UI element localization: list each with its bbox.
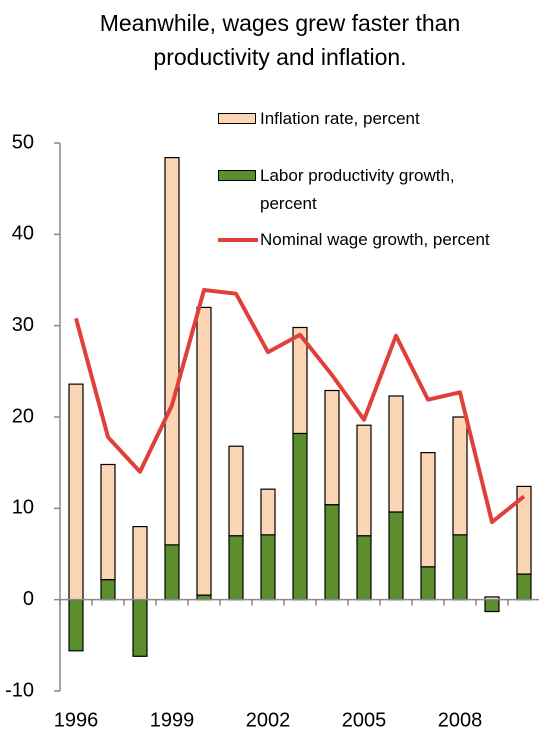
bar <box>68 383 84 601</box>
y-tick-label: 10 <box>12 497 34 519</box>
bar <box>260 534 276 601</box>
legend-item: Labor productivity growth, percent <box>218 162 500 218</box>
bar <box>516 573 532 601</box>
legend-item: Nominal wage growth, percent <box>218 226 500 254</box>
x-tick-label: 2002 <box>246 709 291 731</box>
x-tick-label: 1996 <box>54 709 99 731</box>
bar <box>164 544 180 601</box>
bar <box>420 566 436 601</box>
bar <box>388 395 404 513</box>
legend-swatch <box>218 238 258 242</box>
bar <box>452 534 468 601</box>
bar <box>100 463 116 581</box>
x-tick-label: 2005 <box>342 709 387 731</box>
x-tick-label: 2008 <box>438 709 483 731</box>
bar <box>100 578 116 601</box>
bar <box>228 535 244 601</box>
legend-label: Labor productivity growth, percent <box>260 166 455 213</box>
bar <box>388 511 404 601</box>
line <box>74 288 526 525</box>
bar <box>484 599 500 613</box>
bar <box>356 424 372 537</box>
y-tick-label: -10 <box>5 679 34 701</box>
bar <box>292 432 308 601</box>
bar <box>132 525 148 601</box>
bar <box>196 306 212 596</box>
bar <box>68 599 84 652</box>
chart-title: Meanwhile, wages grew faster than produc… <box>99 10 461 70</box>
bar <box>420 452 436 568</box>
y-tick-label: 0 <box>23 588 34 610</box>
legend-swatch <box>218 170 256 181</box>
bar <box>164 157 180 546</box>
bar <box>260 488 276 536</box>
legend-item: Inflation rate, percent <box>218 105 500 133</box>
y-tick-label: 30 <box>12 314 34 336</box>
legend-swatch <box>218 113 256 124</box>
bar <box>516 485 532 575</box>
bar <box>292 326 308 435</box>
bar <box>228 445 244 537</box>
legend-label: Inflation rate, percent <box>260 109 420 128</box>
legend-label: Nominal wage growth, percent <box>260 230 490 249</box>
y-tick-label: 40 <box>12 223 34 245</box>
y-tick-label: 50 <box>12 131 34 153</box>
bar <box>356 535 372 601</box>
y-tick-label: 20 <box>12 405 34 427</box>
x-tick-label: 1999 <box>150 709 195 731</box>
bar <box>324 504 340 601</box>
bar <box>452 416 468 536</box>
bar <box>324 389 340 506</box>
bar <box>132 599 148 657</box>
